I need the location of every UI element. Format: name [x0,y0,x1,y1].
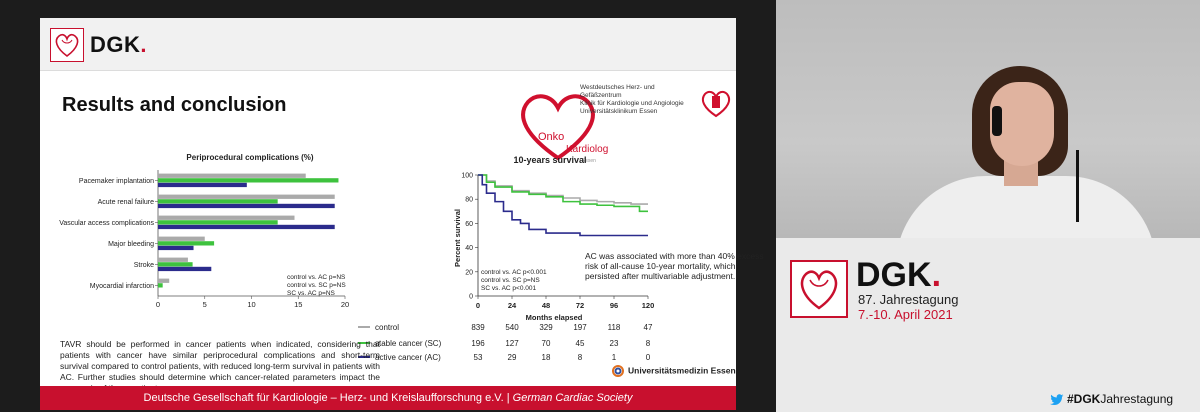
presentation-slide: DGK. Results and conclusion Onko Kardiol… [40,18,764,410]
risk-table-cell: 1 [612,353,617,362]
legend-label: stable cancer (SC) [375,339,442,348]
survival-y-tick-label: 0 [469,294,473,301]
dgk-brand-logo-icon [790,260,848,318]
kardiologie-label: Kardiologie [566,144,608,155]
dgk-heart-logo-icon [50,28,84,62]
university-logo-icon [612,365,624,377]
bar [158,236,205,241]
survival-series-line [478,174,648,237]
slide-title: Results and conclusion [62,94,287,116]
survival-x-tick-label: 0 [476,301,480,310]
bar-category-label: Vascular access complications [59,220,154,227]
event-branding-panel: DGK. 87. Jahrestagung 7.-10. April 2021 … [776,238,1200,412]
bar-category-label: Acute renal failure [98,199,155,206]
risk-table-cell: 47 [644,323,653,332]
bar [158,194,335,199]
bar [158,182,247,188]
risk-table-cell: 540 [505,323,519,332]
risk-table-cell: 70 [542,339,551,348]
survival-x-tick-label: 24 [508,301,517,310]
university-logo: Universitätsmedizin Essen [612,365,736,377]
bar-x-tick-label: 20 [341,300,349,309]
bar-category-label: Myocardial infarction [90,283,154,290]
survival-y-tick-label: 60 [465,221,473,228]
speaker-webcam [776,0,1200,238]
survival-y-tick-label: 80 [465,197,473,204]
survival-x-tick-label: 120 [642,301,655,310]
legend-label: active cancer (AC) [375,353,441,362]
risk-table-cell: 197 [573,323,587,332]
survival-y-tick-label: 40 [465,245,473,252]
ac-mortality-note: AC was associated with more than 40% exc… [585,251,764,281]
bar [158,224,335,230]
onko-label: Onko [538,131,564,143]
risk-table-cell: 127 [505,339,519,348]
bar [158,199,278,204]
bar [158,173,306,178]
brand-event-date: 7.-10. April 2021 [858,307,953,322]
slide-top-bar [40,0,736,18]
survival-x-tick-label: 48 [542,301,550,310]
bar [158,241,215,246]
event-hashtag: #DGKJahrestagung [1050,392,1173,406]
bar-chart-title: Periprocedural complications (%) [186,153,313,162]
survival-x-tick-label: 96 [610,301,618,310]
risk-table-cell: 8 [578,353,583,362]
headset-icon [992,106,1002,136]
risk-table-cell: 29 [508,353,517,362]
bar [158,203,335,209]
risk-table-cell: 329 [539,323,553,332]
bar-category-label: Stroke [134,262,154,269]
bar-x-tick-label: 15 [294,300,302,309]
bar [158,283,163,288]
survival-line-chart: 10-years survival Percent survival Month… [453,155,655,322]
survival-xlabel: Months elapsed [526,313,583,322]
risk-table-cell: 118 [608,323,621,332]
hospital-heart-icon [701,90,731,118]
survival-y-tick-label: 100 [461,173,473,180]
legend-label: control [375,323,399,332]
risk-table-cell: 23 [610,339,619,348]
survival-y-tick-label: 20 [465,269,473,276]
risk-table-cell: 53 [474,353,483,362]
risk-table-cell: 8 [646,339,651,348]
bar [158,278,170,283]
bar [158,215,295,220]
risk-table-cell: 0 [646,353,651,362]
twitter-icon [1050,394,1064,405]
bar [158,220,278,225]
bar-x-tick-label: 0 [156,300,160,309]
slide-header: DGK. [40,18,736,71]
survival-stats: control vs. AC p<0.001 control vs. SC p=… [481,269,547,292]
onko-kardiologie-logo: Onko Kardiologie Essen [521,94,608,164]
risk-table-cell: 196 [471,339,485,348]
microphone-icon [1076,150,1079,222]
complications-bar-chart: Periprocedural complications (%) Pacemak… [59,153,349,309]
bar-category-label: Pacemaker implantation [79,178,154,185]
bar-chart-stats: control vs. AC p=NS control vs. SC p=NS … [287,274,346,297]
bar [158,178,339,183]
risk-table-cell: 18 [542,353,551,362]
slide-footer: Deutsche Gesellschaft für Kardiologie – … [40,386,736,410]
survival-ylabel: Percent survival [453,209,462,267]
red-heart-icon [521,94,595,161]
bar [158,245,194,251]
survival-series-line [478,174,648,213]
bar-x-tick-label: 10 [247,300,255,309]
brand-event-name: 87. Jahrestagung [858,292,959,307]
brand-dgk-text: DGK. [856,256,942,294]
survival-x-tick-label: 72 [576,301,584,310]
survival-chart-title: 10-years survival [513,155,586,165]
bar-category-label: Major bleeding [108,241,154,248]
bar [158,266,212,272]
bar-x-tick-label: 5 [203,300,207,309]
risk-table-cell: 839 [471,323,485,332]
bar [158,262,193,267]
risk-table-cell: 45 [576,339,585,348]
dgk-logo-text: DGK. [90,32,148,57]
essen-label: Essen [582,158,596,164]
hospital-name: Westdeutsches Herz- und Gefäßzentrum Kli… [580,84,684,115]
bar [158,257,188,262]
